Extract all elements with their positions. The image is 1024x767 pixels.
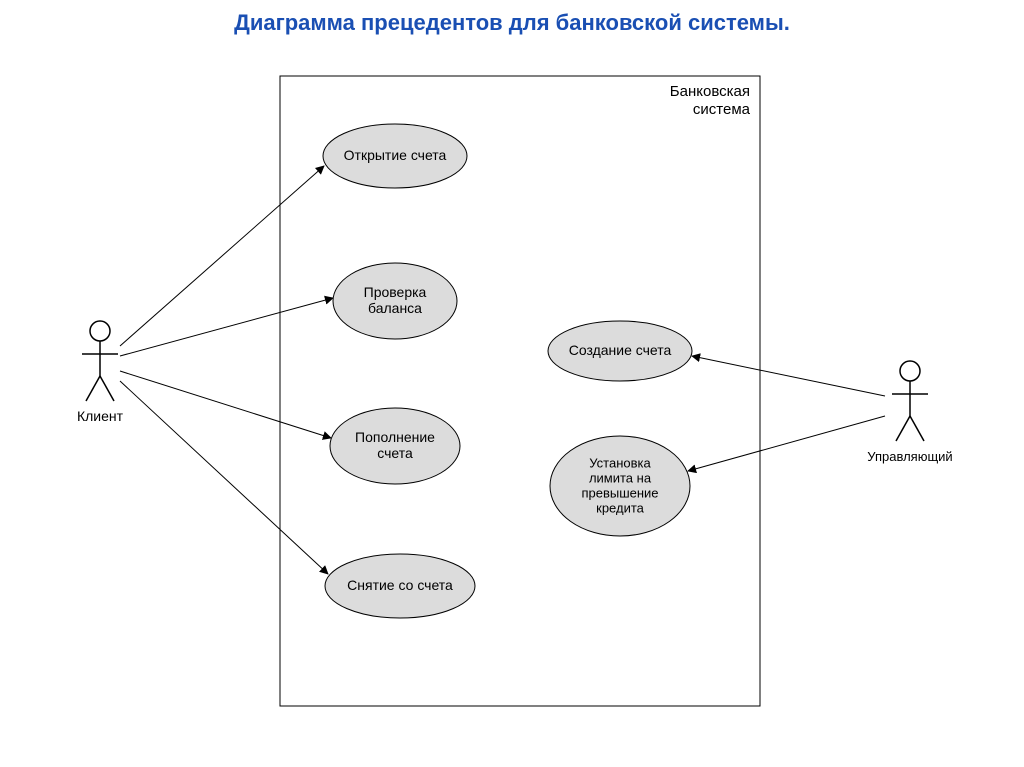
usecase-label: лимита на bbox=[589, 471, 652, 486]
association-edge bbox=[120, 166, 324, 346]
system-boundary-label2: система bbox=[693, 101, 751, 118]
system-boundary-label: Банковская bbox=[670, 83, 750, 100]
page-title: Диаграмма прецедентов для банковской сис… bbox=[0, 0, 1024, 36]
actor-manager: Управляющий bbox=[867, 361, 952, 464]
actor-label: Управляющий bbox=[867, 449, 952, 464]
usecase-label: кредита bbox=[596, 500, 645, 515]
usecase-diagram: Банковскаясистема Открытие счета Проверкаб… bbox=[0, 36, 1024, 756]
usecase-label: баланса bbox=[368, 300, 422, 316]
usecase-label: превышение bbox=[581, 485, 658, 500]
actor-label: Клиент bbox=[77, 408, 124, 424]
actor-client: Клиент bbox=[77, 321, 124, 424]
usecase-label: Установка bbox=[589, 456, 651, 471]
association-edge bbox=[120, 371, 331, 438]
usecase-label: Снятие со счета bbox=[347, 577, 453, 593]
usecase-label: Пополнение bbox=[355, 429, 435, 445]
association-edge bbox=[692, 356, 885, 396]
usecase-label: Открытие счета bbox=[344, 147, 447, 163]
association-edge bbox=[120, 381, 328, 574]
association-edge bbox=[120, 298, 333, 356]
usecase-label: счета bbox=[377, 445, 413, 461]
usecase-label: Создание счета bbox=[569, 342, 672, 358]
usecase-label: Проверка bbox=[364, 284, 427, 300]
association-edge bbox=[688, 416, 885, 471]
